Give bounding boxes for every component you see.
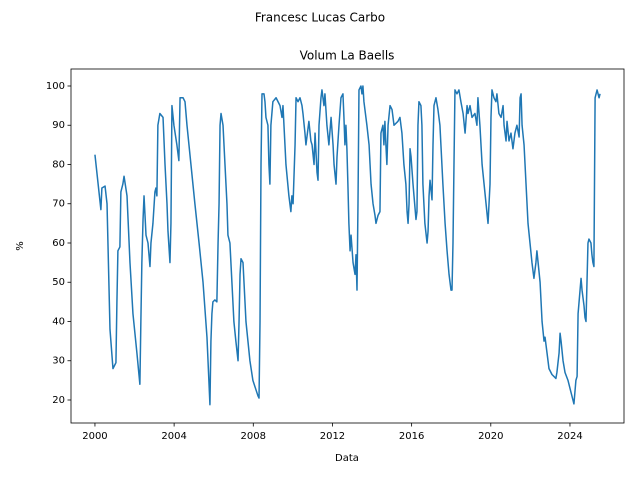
suptitle: Francesc Lucas Carbo <box>255 11 385 25</box>
y-tick-label: 50 <box>52 277 65 288</box>
x-tick-label: 2000 <box>82 431 107 442</box>
x-tick-label: 2024 <box>557 431 582 442</box>
chart-title: Volum La Baells <box>300 49 395 63</box>
y-tick-label: 80 <box>52 159 65 170</box>
x-tick-label: 2004 <box>161 431 186 442</box>
x-tick-label: 2008 <box>241 431 266 442</box>
y-tick-label: 30 <box>52 356 65 367</box>
y-tick-label: 40 <box>52 316 65 327</box>
plot-frame <box>70 68 625 424</box>
y-tick-label: 70 <box>52 199 65 210</box>
x-tick-label: 2020 <box>478 431 503 442</box>
y-tick-label: 20 <box>52 395 65 406</box>
y-tick-label: 60 <box>52 238 65 249</box>
x-axis-label: Data <box>335 453 359 464</box>
data-line <box>94 85 601 406</box>
y-tick-label: 90 <box>52 120 65 131</box>
x-tick-label: 2016 <box>399 431 424 442</box>
y-axis-label: % <box>15 241 26 251</box>
y-tick-label: 100 <box>46 81 65 92</box>
x-tick-label: 2012 <box>320 431 345 442</box>
